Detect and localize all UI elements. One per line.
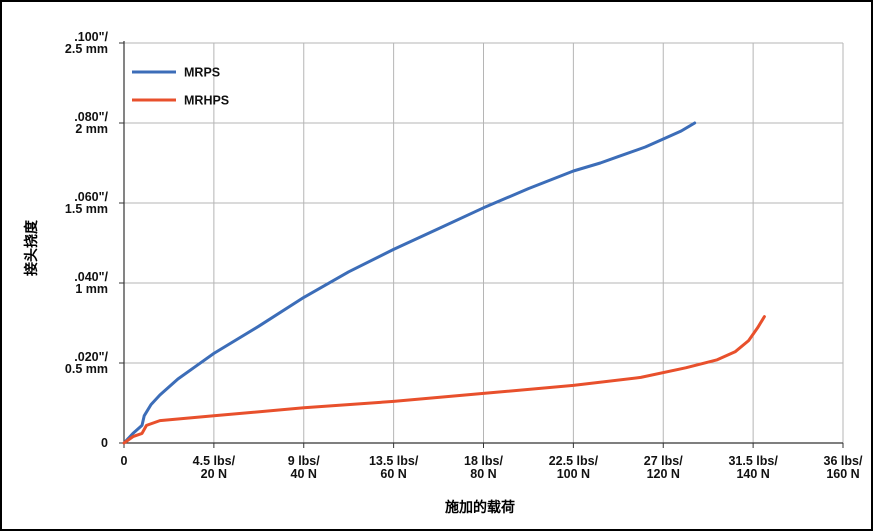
series-line-mrhps [122, 315, 766, 445]
legend-label: MRHPS [184, 94, 229, 108]
y-tick-label: .100"/2.5 mm [65, 30, 109, 56]
x-tick-label: 9 lbs/40 N [288, 454, 320, 481]
series-lines [122, 121, 766, 445]
y-tick-label: .060"/1.5 mm [65, 190, 109, 216]
x-tick-label: 36 lbs/160 N [824, 454, 863, 481]
axes [119, 41, 844, 448]
x-tick-label: 31.5 lbs/140 N [728, 454, 778, 481]
x-tick-label: 4.5 lbs/20 N [193, 454, 236, 481]
x-tick-label: 0 [121, 454, 128, 468]
x-tick-label: 27 lbs/120 N [644, 454, 683, 481]
x-tick-labels: 0 4.5 lbs/20 N 9 lbs/40 N 13.5 lbs/60 N 18 l… [121, 454, 863, 481]
y-tick-label: .040"/1 mm [74, 270, 108, 296]
gridlines [124, 42, 844, 443]
x-tick-label: 13.5 lbs/60 N [369, 454, 419, 481]
y-tick-label: .080"/2 mm [74, 110, 108, 136]
series-line-mrps [122, 121, 697, 445]
y-tick-label: 0 [101, 436, 108, 450]
y-tick-labels: 0 .020"/0.5 mm .040"/1 mm .060"/1.5 mm .080"… [65, 30, 109, 450]
x-tick-label: 18 lbs/80 N [464, 454, 503, 481]
legend: MRPS MRHPS [132, 66, 229, 108]
legend-label: MRPS [184, 66, 220, 80]
y-tick-label: .020"/0.5 mm [65, 350, 109, 376]
x-axis-title: 施加的载荷 [445, 499, 515, 516]
y-axis-title: 接头挠度 [23, 219, 40, 276]
x-tick-label: 22.5 lbs/100 N [549, 454, 599, 481]
